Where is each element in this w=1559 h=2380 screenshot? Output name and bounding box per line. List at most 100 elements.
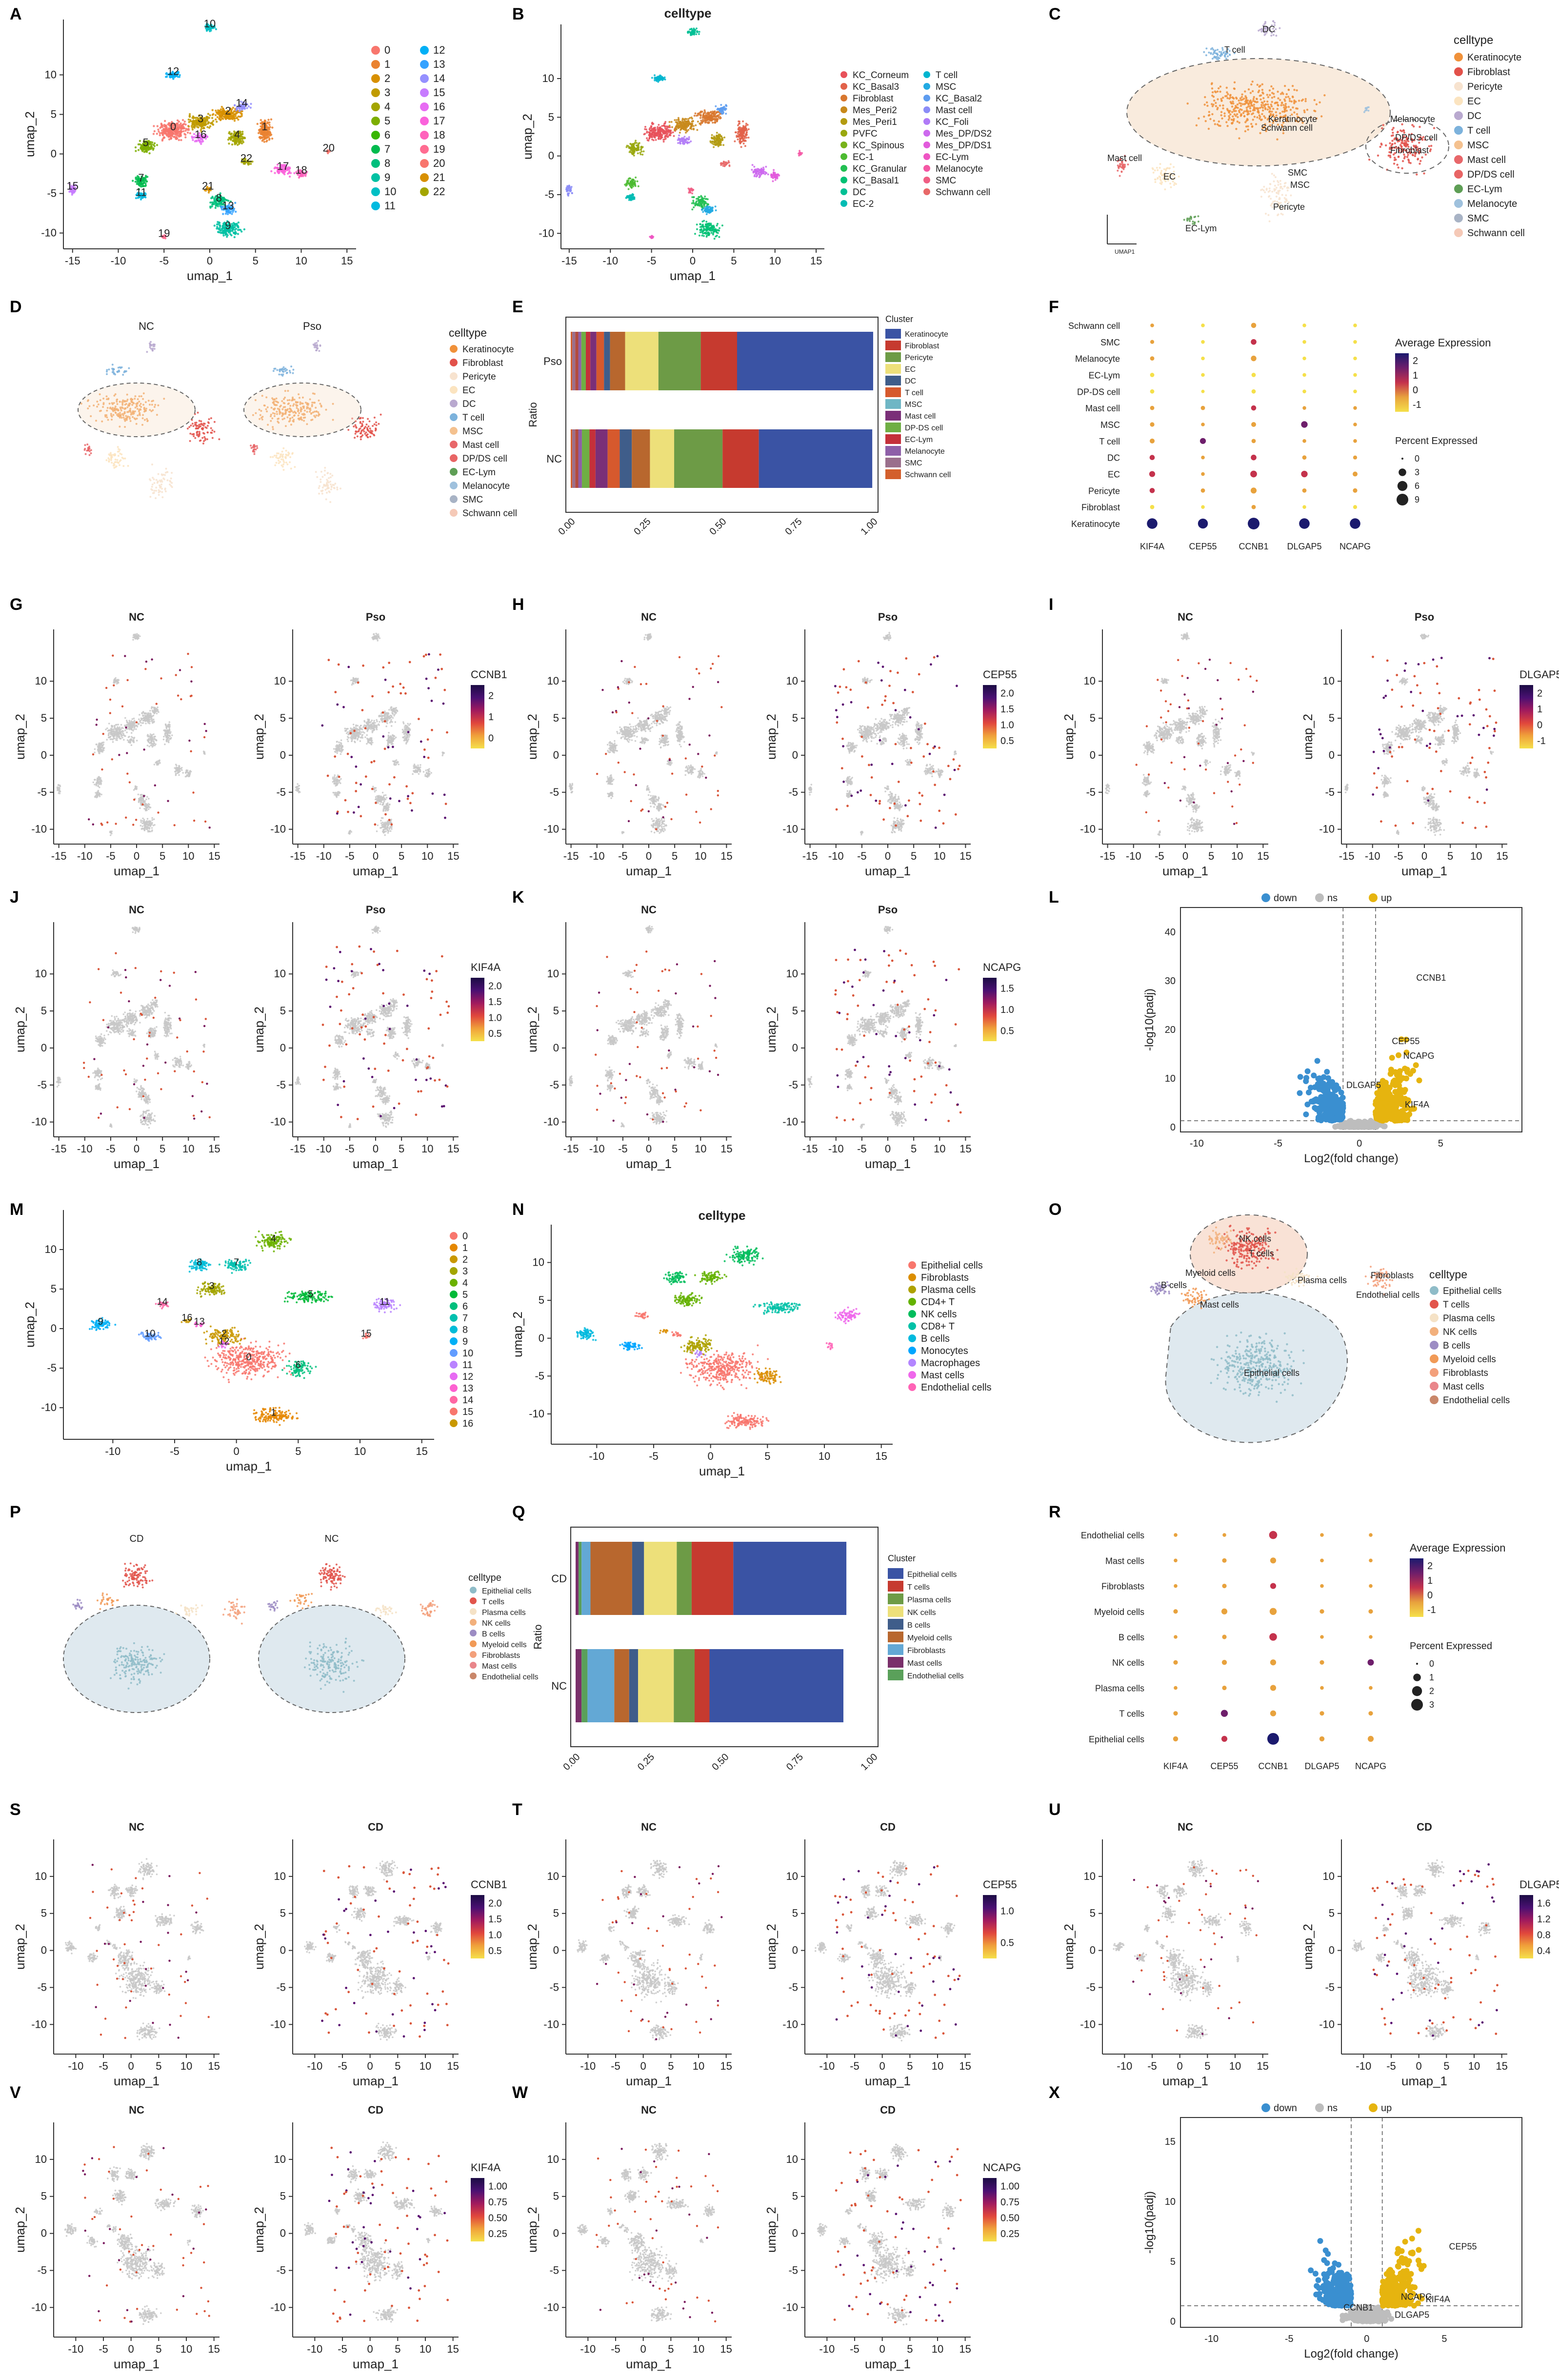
cell-point <box>204 118 206 120</box>
cell-point <box>179 126 180 128</box>
legend-swatch <box>840 153 847 160</box>
cell-point <box>189 132 191 134</box>
cell-point <box>1249 107 1251 109</box>
legend-swatch <box>1454 82 1463 91</box>
x-tick-label: 5 <box>253 255 259 267</box>
cluster-label: 8 <box>216 192 222 204</box>
cell-point <box>1284 185 1286 187</box>
cell-point <box>1263 101 1265 102</box>
cell-point <box>176 137 178 139</box>
cell-point <box>1236 98 1238 100</box>
cell-point <box>212 114 214 116</box>
cell-point <box>138 143 140 145</box>
cell-point <box>1285 103 1287 105</box>
cell-point <box>1238 137 1240 139</box>
cell-point <box>1228 115 1230 117</box>
cell-point <box>643 150 645 152</box>
cell-point <box>212 203 214 205</box>
cell-point <box>1284 85 1286 87</box>
cell-point <box>1194 216 1196 218</box>
cell-point <box>701 224 703 226</box>
cell-point <box>1277 91 1279 93</box>
cell-point <box>651 122 653 124</box>
cell-point <box>268 134 270 136</box>
cell-point <box>214 224 216 226</box>
cell-point <box>1154 179 1156 181</box>
cell-point <box>1222 107 1224 109</box>
legend-label: KC_Basal3 <box>853 82 899 92</box>
cell-point <box>184 121 186 122</box>
cell-point <box>238 141 240 143</box>
legend-swatch <box>923 118 930 125</box>
cell-point <box>268 138 270 140</box>
cell-point <box>215 207 217 209</box>
cell-point <box>739 122 740 124</box>
cell-point <box>202 141 204 142</box>
cell-point <box>701 231 703 233</box>
cell-point <box>702 211 704 213</box>
cell-point <box>1153 172 1155 174</box>
legend-swatch <box>420 60 429 69</box>
legend-swatch <box>840 165 847 172</box>
cell-point <box>183 133 185 135</box>
cell-point <box>674 119 676 121</box>
cell-point <box>676 128 678 130</box>
cell-point <box>696 129 698 131</box>
cell-point <box>719 110 721 112</box>
cluster-label: EC <box>1163 172 1176 182</box>
cell-point <box>734 141 736 142</box>
cell-point <box>678 135 680 137</box>
cell-point <box>1211 82 1213 84</box>
cell-point <box>1290 195 1292 197</box>
legend-label: 1 <box>384 58 390 70</box>
cell-point <box>1289 100 1291 102</box>
legend-label: KC_Foli <box>936 117 969 127</box>
cell-point <box>231 230 233 232</box>
cell-point <box>1247 111 1249 113</box>
legend-label: 5 <box>384 115 390 127</box>
legend-swatch <box>840 130 847 137</box>
cell-point <box>1264 191 1266 193</box>
cell-point <box>206 118 208 120</box>
cell-point <box>1282 93 1284 95</box>
cell-point <box>159 127 161 129</box>
legend-label: Melanocyte <box>1467 199 1517 209</box>
cell-point <box>689 117 691 119</box>
cell-point <box>211 205 213 207</box>
cluster-label: 3 <box>198 113 203 125</box>
panel-letter-N: N <box>512 1200 524 1219</box>
cell-point <box>709 112 711 114</box>
cell-point <box>651 134 653 136</box>
cell-point <box>1269 94 1271 96</box>
legend-label: 16 <box>433 101 445 113</box>
cell-point <box>1210 48 1212 50</box>
cluster-label: 7 <box>138 172 144 184</box>
cell-point <box>1222 97 1224 99</box>
cell-point <box>1250 123 1252 125</box>
cluster-label: 11 <box>136 186 147 198</box>
cell-point <box>729 165 731 167</box>
cell-point <box>1276 139 1278 141</box>
cell-point <box>1163 168 1165 170</box>
cell-point <box>656 133 658 135</box>
cell-point <box>1271 111 1273 113</box>
cell-point <box>1226 108 1228 110</box>
cell-point <box>753 171 755 173</box>
cell-point <box>188 125 190 127</box>
cell-point <box>1219 91 1221 93</box>
cell-point <box>1209 118 1211 120</box>
legend-label: Pericyte <box>1467 81 1502 92</box>
cluster-label: 20 <box>323 142 335 154</box>
cluster-label: Mast cell <box>1107 153 1142 163</box>
cell-point <box>180 139 182 141</box>
cell-point <box>713 146 715 148</box>
cell-point <box>634 142 636 144</box>
cell-point <box>1366 108 1368 110</box>
cell-point <box>234 202 236 204</box>
cell-point <box>1217 123 1219 125</box>
cell-point <box>1241 93 1243 95</box>
cell-point <box>71 194 73 196</box>
cell-point <box>1402 129 1404 131</box>
legend-swatch <box>923 106 930 113</box>
cell-point <box>145 150 147 152</box>
